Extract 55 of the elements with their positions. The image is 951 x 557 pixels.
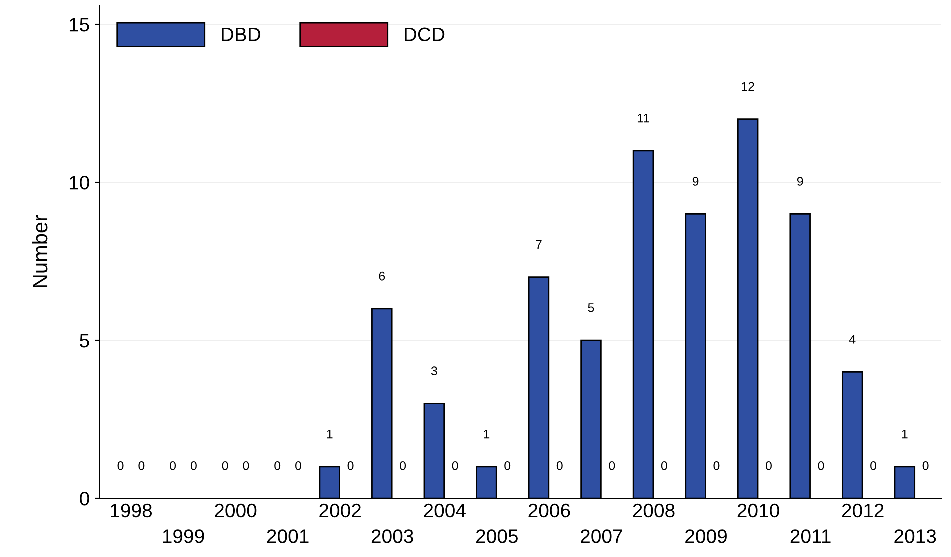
x-tick-label: 2013 [894, 530, 936, 544]
data-label: 0 [190, 461, 197, 470]
x-tick-label: 2008 [633, 504, 675, 518]
data-label: 0 [766, 461, 772, 470]
data-label: 1 [327, 430, 333, 439]
data-label: 11 [638, 114, 650, 123]
y-axis-title: Number [32, 215, 48, 288]
x-tick-label: 2003 [372, 530, 414, 544]
data-label: 9 [692, 177, 699, 186]
data-label: 0 [661, 461, 668, 470]
x-tick-label: 2012 [842, 504, 884, 518]
y-tick-label: 5 [80, 334, 90, 348]
y-tick-label: 10 [70, 176, 90, 190]
data-label: 4 [849, 335, 856, 344]
data-label: 9 [797, 177, 804, 186]
data-label: 0 [243, 461, 250, 470]
x-tick-label: 1999 [163, 530, 204, 544]
y-tick-label: 0 [80, 492, 90, 506]
data-label: 3 [431, 366, 438, 376]
x-tick-label: 2004 [424, 504, 466, 518]
x-tick-label: 2010 [738, 504, 780, 518]
data-label: 0 [348, 461, 354, 470]
data-label: 12 [742, 82, 754, 92]
data-label: 1 [484, 430, 490, 439]
data-label: 0 [274, 461, 281, 470]
data-label: 0 [609, 461, 616, 470]
data-label: 0 [504, 461, 511, 470]
x-tick-label: 2006 [528, 504, 570, 518]
x-tick-label: 2005 [476, 530, 518, 544]
data-label: 1 [902, 430, 908, 439]
data-label: 0 [170, 461, 176, 470]
x-tick-label: 2007 [581, 530, 622, 544]
data-label: 6 [379, 272, 386, 281]
data-label: 0 [400, 461, 406, 470]
data-label: 0 [138, 461, 145, 470]
data-label: 0 [556, 461, 563, 470]
legend-label: DCD [405, 28, 445, 42]
data-label: 0 [714, 461, 720, 470]
legend-label: DBD [222, 28, 261, 42]
data-label: 0 [452, 461, 458, 470]
x-tick-label: 2009 [686, 530, 727, 544]
data-label: 0 [870, 461, 877, 470]
data-label: 0 [922, 461, 929, 470]
x-tick-label: 2001 [267, 530, 309, 544]
data-label: 0 [118, 461, 124, 470]
data-label: 7 [536, 240, 542, 250]
x-tick-label: 2002 [320, 504, 361, 518]
x-tick-label: 2000 [215, 504, 257, 518]
data-label: 5 [588, 304, 594, 312]
data-label: 0 [818, 461, 824, 470]
data-label: 0 [296, 461, 302, 470]
y-tick-label: 15 [70, 18, 90, 32]
data-label: 0 [222, 461, 228, 470]
x-tick-label: 1998 [111, 504, 152, 518]
x-tick-label: 2011 [790, 530, 831, 544]
